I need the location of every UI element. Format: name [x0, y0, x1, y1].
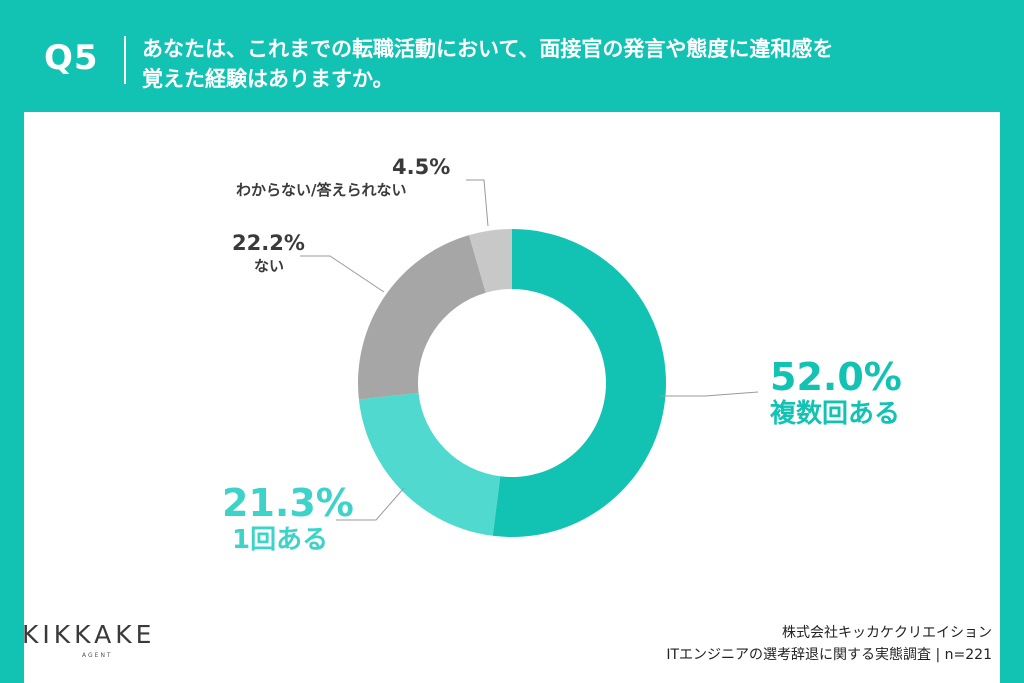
slice-label-category-no: ない [254, 257, 285, 275]
question-number: Q5 [44, 38, 99, 78]
slice-label-category-multiple: 複数回ある [770, 399, 901, 429]
leader-line-multiple [660, 391, 759, 397]
slice-label-category-unknown: わからない/答えられない [236, 181, 407, 199]
slice-label-category-once: 1回ある [232, 525, 329, 555]
chart-card [24, 112, 1000, 683]
question-line-1: あなたは、これまでの転職活動において、面接官の発言や態度に違和感を [142, 37, 834, 61]
leader-line-once [336, 487, 405, 521]
question-line-2: 覚えた経験はありますか。 [142, 67, 394, 91]
question-header: Q5 あなたは、これまでの転職活動において、面接官の発言や態度に違和感を 覚えた… [0, 0, 1024, 112]
source-company: 株式会社キッカケクリエイション [782, 625, 992, 641]
question-text: あなたは、これまでの転職活動において、面接官の発言や態度に違和感を 覚えた経験は… [142, 34, 922, 94]
slice-label-percent-no: 22.2% [232, 231, 305, 255]
source-survey: ITエンジニアの選考辞退に関する実態調査 | n=221 [666, 647, 992, 663]
slice-label-percent-multiple: 52.0% [770, 355, 902, 399]
slice-once [358, 393, 501, 536]
slice-no [358, 235, 486, 400]
slice-label-percent-unknown: 4.5% [392, 155, 451, 179]
slice-unknown [469, 229, 512, 293]
slice-multiple [492, 229, 666, 537]
source-note: 株式会社キッカケクリエイション ITエンジニアの選考辞退に関する実態調査 | n… [666, 622, 992, 666]
slice-label-percent-once: 21.3% [222, 481, 354, 525]
kikkake-logo-sub: AGENT [82, 652, 113, 659]
kikkake-logo: KIKKAKE [22, 620, 156, 649]
leader-line-no [300, 255, 385, 293]
leader-line-unknown [466, 179, 489, 227]
header-divider [124, 36, 126, 84]
